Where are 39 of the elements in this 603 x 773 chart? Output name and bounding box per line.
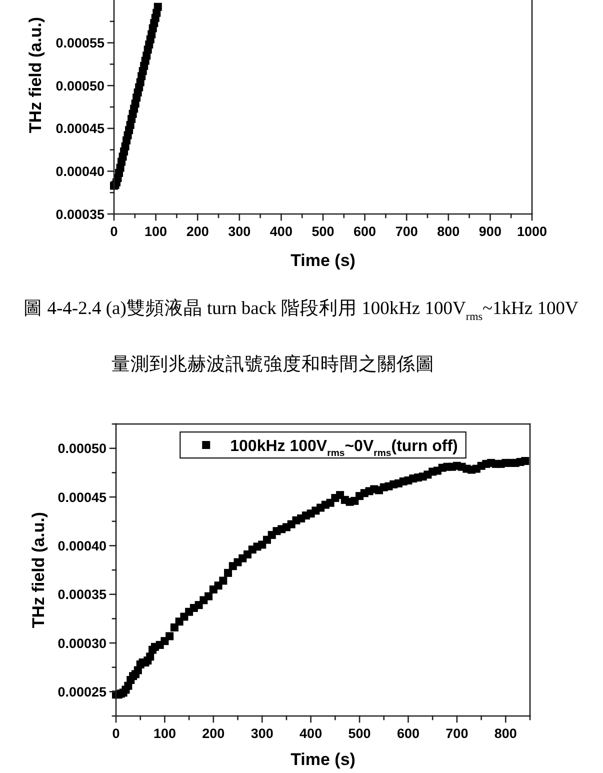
- x-tick-label: 300: [228, 224, 251, 239]
- y-tick-label: 0.00045: [56, 121, 105, 136]
- y-tick-label: 0.00050: [56, 78, 104, 94]
- y-axis-title: THz field (a.u.): [26, 16, 45, 134]
- y-tick-label: 0.00030: [58, 636, 106, 651]
- x-tick-label: 800: [437, 224, 460, 239]
- legend: 100kHz 100V$_{rms}$~0V$_{rms}$(turn off): [180, 432, 466, 459]
- y-tick-label: 0.00035: [58, 587, 107, 602]
- x-tick-label: 600: [396, 726, 420, 741]
- y-tick-label: 0.00025: [58, 684, 107, 700]
- y-tick-label: 0.00040: [56, 164, 104, 179]
- x-tick-label: 400: [300, 726, 322, 741]
- x-tick-label: 200: [186, 224, 209, 239]
- y-tick-label: 0.00040: [58, 538, 106, 554]
- x-tick-label: 0: [110, 224, 118, 239]
- legend-label: 100kHz 100V$_{rms}$~0V$_{rms}$(turn off): [230, 438, 458, 459]
- x-tick-label: 0: [112, 726, 120, 741]
- y-tick-label: 0.00050: [58, 441, 106, 456]
- x-tick-label: 500: [312, 224, 334, 239]
- x-tick-label: 700: [446, 726, 468, 741]
- x-tick-label: 300: [250, 726, 274, 741]
- x-tick-label: 400: [270, 224, 292, 239]
- y-tick-label: 0.00045: [58, 490, 107, 505]
- y-tick-label: 0.00035: [56, 206, 105, 222]
- x-tick-label: 100: [144, 224, 168, 239]
- x-tick-label: 200: [202, 726, 225, 741]
- x-axis-title: Time (s): [290, 251, 356, 270]
- y-axis-title: THz field (a.u.): [29, 512, 48, 628]
- x-tick-label: 900: [478, 224, 502, 239]
- x-tick-label: 600: [354, 224, 376, 239]
- x-tick-label: 100: [153, 726, 176, 741]
- x-tick-label: 500: [348, 726, 371, 741]
- text: 量測到兆赫波訊號強度和時間之關係圖: [112, 353, 434, 375]
- x-tick-label: 800: [494, 726, 517, 741]
- x-tick-label: 700: [395, 224, 418, 239]
- x-axis-title: Time (s): [290, 750, 356, 769]
- x-tick-label: 1000: [516, 224, 548, 239]
- y-tick-label: 0.00055: [56, 36, 105, 51]
- caption: 圖 4-4-2.4 (a)雙頻液晶 turn back 階段利用 100kHz 100V$_{rms}$~1kHz 100V: [24, 297, 579, 323]
